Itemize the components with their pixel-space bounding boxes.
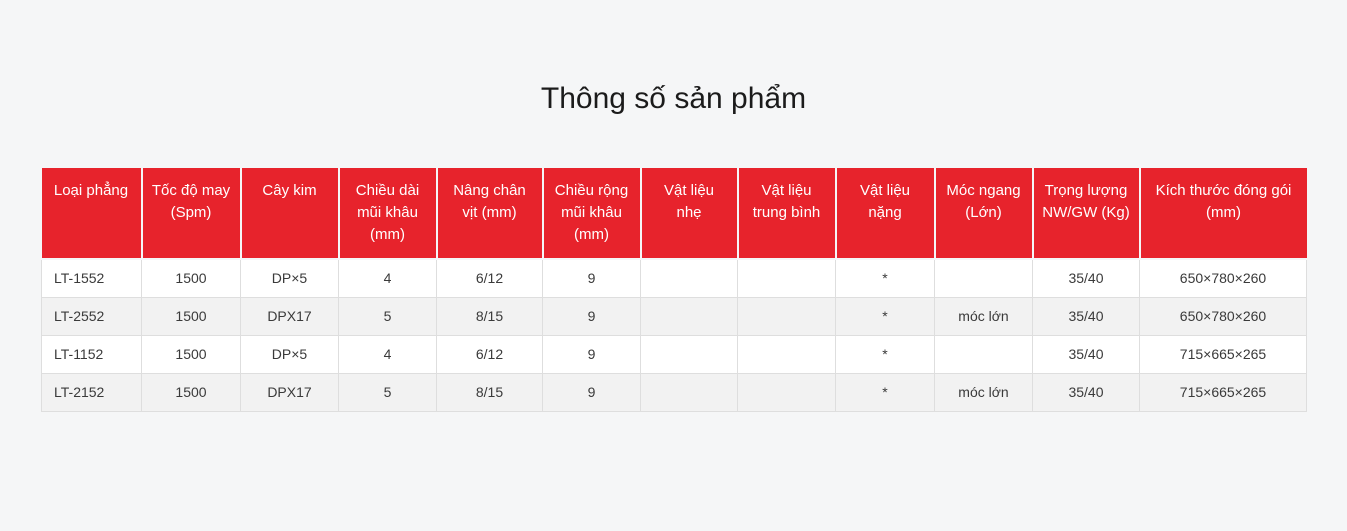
- cell-stitch-width: 9: [542, 258, 641, 298]
- column-header-vat-lieu-trung-binh: Vật liệu trung bình: [737, 168, 837, 260]
- product-spec-table: Loại phẳng Tốc độ may (Spm) Cây kim Chiề…: [41, 168, 1307, 412]
- cell-weight: 35/40: [1032, 296, 1140, 336]
- cell-stitch-length: 5: [338, 296, 437, 336]
- cell-stitch-length: 4: [338, 258, 437, 298]
- column-header-vat-lieu-nang: Vật liệu nặng: [835, 168, 936, 260]
- column-header-chieu-rong-mui-khau: Chiều rộng mũi khâu (mm): [542, 168, 642, 260]
- cell-foot-lift: 6/12: [436, 258, 543, 298]
- cell-foot-lift: 8/15: [436, 372, 543, 412]
- cell-heavy-material: *: [835, 258, 935, 298]
- column-header-cay-kim: Cây kim: [240, 168, 340, 260]
- cell-stitch-length: 5: [338, 372, 437, 412]
- cell-speed: 1500: [141, 372, 241, 412]
- table-row: LT-1552 1500 DP×5 4 6/12 9 * 35/40 650×7…: [41, 258, 1307, 298]
- column-header-loai-phang: Loại phẳng: [41, 168, 143, 260]
- cell-medium-material: [737, 258, 836, 298]
- cell-medium-material: [737, 372, 836, 412]
- cell-stitch-length: 4: [338, 334, 437, 374]
- cell-speed: 1500: [141, 334, 241, 374]
- cell-packing-size: 650×780×260: [1139, 258, 1307, 298]
- column-header-toc-do-may: Tốc độ may (Spm): [141, 168, 242, 260]
- cell-weight: 35/40: [1032, 372, 1140, 412]
- column-header-trong-luong: Trọng lượng NW/GW (Kg): [1032, 168, 1141, 260]
- column-header-vat-lieu-nhe: Vật liệu nhẹ: [640, 168, 739, 260]
- cell-model: LT-1152: [41, 334, 142, 374]
- page: Thông số sản phẩm Loại phẳng Tốc độ may …: [41, 82, 1307, 412]
- cell-hook: móc lớn: [934, 296, 1033, 336]
- cell-weight: 35/40: [1032, 258, 1140, 298]
- cell-packing-size: 715×665×265: [1139, 334, 1307, 374]
- cell-needle: DPX17: [240, 296, 339, 336]
- table-row: LT-2552 1500 DPX17 5 8/15 9 * móc lớn 35…: [41, 296, 1307, 336]
- cell-light-material: [640, 258, 738, 298]
- column-header-kich-thuoc-dong-goi: Kích thước đóng gói (mm): [1139, 168, 1307, 260]
- column-header-moc-ngang: Móc ngang (Lớn): [934, 168, 1034, 260]
- cell-heavy-material: *: [835, 296, 935, 336]
- cell-hook: [934, 258, 1033, 298]
- cell-needle: DPX17: [240, 372, 339, 412]
- cell-foot-lift: 8/15: [436, 296, 543, 336]
- spec-table-container: Loại phẳng Tốc độ may (Spm) Cây kim Chiề…: [41, 168, 1307, 412]
- cell-speed: 1500: [141, 258, 241, 298]
- cell-stitch-width: 9: [542, 372, 641, 412]
- cell-needle: DP×5: [240, 334, 339, 374]
- cell-weight: 35/40: [1032, 334, 1140, 374]
- header-row: Loại phẳng Tốc độ may (Spm) Cây kim Chiề…: [41, 168, 1307, 260]
- cell-model: LT-2152: [41, 372, 142, 412]
- table-row: LT-1152 1500 DP×5 4 6/12 9 * 35/40 715×6…: [41, 334, 1307, 374]
- cell-medium-material: [737, 334, 836, 374]
- cell-hook: móc lớn: [934, 372, 1033, 412]
- column-header-chieu-dai-mui-khau: Chiều dài mũi khâu (mm): [338, 168, 438, 260]
- cell-speed: 1500: [141, 296, 241, 336]
- column-header-nang-chan-vit: Nâng chân vịt (mm): [436, 168, 544, 260]
- cell-heavy-material: *: [835, 334, 935, 374]
- cell-needle: DP×5: [240, 258, 339, 298]
- cell-stitch-width: 9: [542, 334, 641, 374]
- cell-heavy-material: *: [835, 372, 935, 412]
- cell-foot-lift: 6/12: [436, 334, 543, 374]
- cell-stitch-width: 9: [542, 296, 641, 336]
- page-title: Thông số sản phẩm: [540, 82, 807, 115]
- cell-packing-size: 715×665×265: [1139, 372, 1307, 412]
- table-row: LT-2152 1500 DPX17 5 8/15 9 * móc lớn 35…: [41, 372, 1307, 412]
- cell-packing-size: 650×780×260: [1139, 296, 1307, 336]
- cell-model: LT-1552: [41, 258, 142, 298]
- cell-model: LT-2552: [41, 296, 142, 336]
- cell-light-material: [640, 334, 738, 374]
- cell-light-material: [640, 372, 738, 412]
- cell-medium-material: [737, 296, 836, 336]
- cell-hook: [934, 334, 1033, 374]
- cell-light-material: [640, 296, 738, 336]
